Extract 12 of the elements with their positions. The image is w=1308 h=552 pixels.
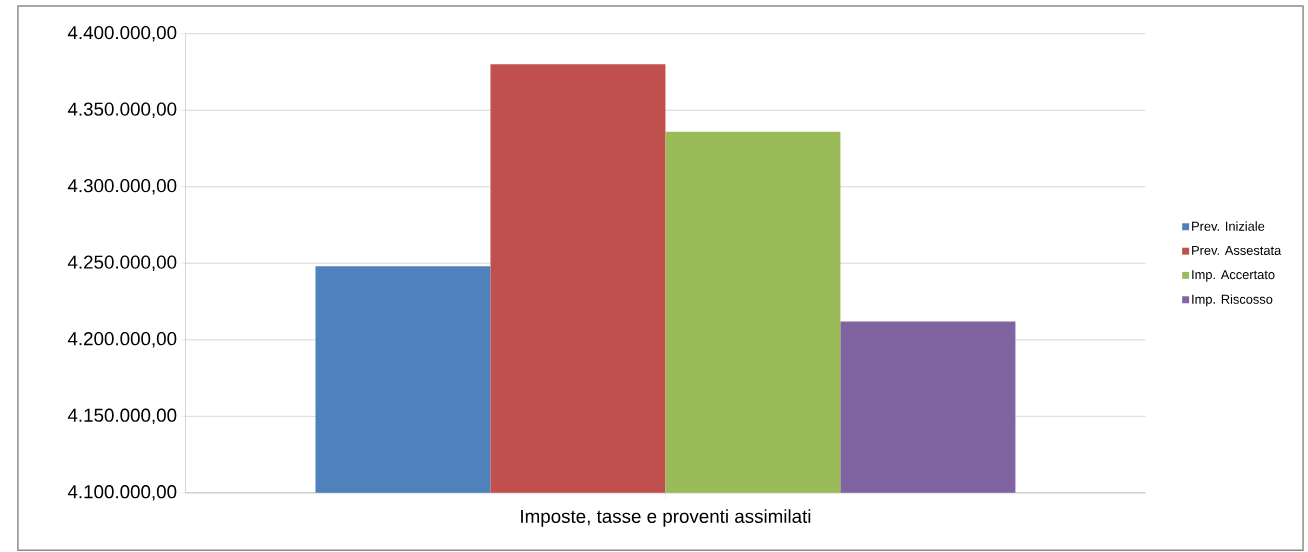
y-tick-label: 4.350.000,00 xyxy=(67,102,177,118)
y-tick-label: 4.400.000,00 xyxy=(67,25,177,42)
y-tick-label: 4.300.000,00 xyxy=(67,178,177,195)
legend-label: Imp. Accertato xyxy=(1192,270,1275,282)
legend-label: Prev. Iniziale xyxy=(1192,221,1265,231)
y-tick-label: 4.150.000,00 xyxy=(67,408,177,424)
x-tick-label: Imposte, tasse e proventi assimilati xyxy=(521,509,811,527)
legend-label: Prev. Assestata xyxy=(1192,245,1282,255)
y-tick-label: 4.200.000,00 xyxy=(67,331,177,348)
y-tick-label: 4.250.000,00 xyxy=(67,255,177,271)
y-tick-label: 4.100.000,00 xyxy=(67,484,177,501)
legend-label: Imp. Riscosso xyxy=(1192,294,1273,307)
